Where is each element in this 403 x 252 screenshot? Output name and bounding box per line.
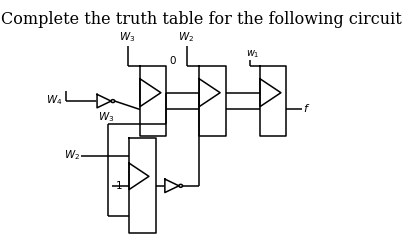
- Text: 0: 0: [170, 56, 176, 66]
- Polygon shape: [165, 179, 179, 193]
- Text: 1: 1: [116, 181, 123, 191]
- Text: $W_3$: $W_3$: [118, 30, 135, 44]
- Text: $W_2$: $W_2$: [178, 30, 194, 44]
- Text: $w_1$: $w_1$: [246, 48, 260, 60]
- Text: $W_4$: $W_4$: [46, 93, 63, 107]
- Polygon shape: [97, 94, 111, 108]
- Text: Complete the truth table for the following circuit: Complete the truth table for the followi…: [1, 11, 402, 28]
- Text: $W_3$: $W_3$: [98, 110, 114, 123]
- Text: f: f: [303, 104, 307, 114]
- Text: $W_2$: $W_2$: [64, 149, 80, 162]
